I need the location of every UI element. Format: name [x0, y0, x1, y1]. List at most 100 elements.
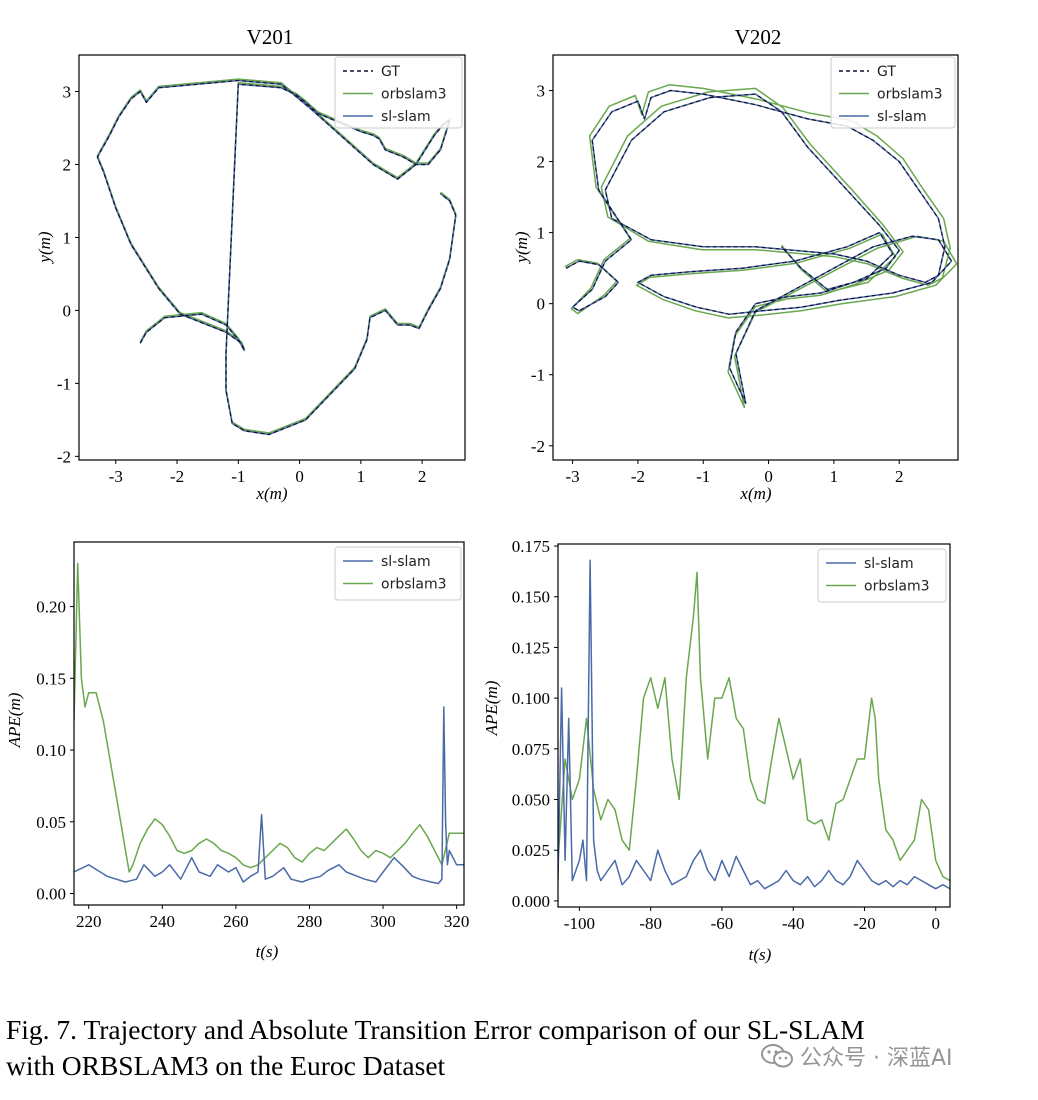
x-tick-label: 0	[764, 467, 773, 486]
y-tick-label: 3	[537, 82, 546, 101]
legend-label-sl-slam: sl-slam	[381, 554, 431, 570]
x-tick-label: -2	[631, 467, 645, 486]
x-tick-label: -1	[696, 467, 710, 486]
series-line-sl-slam	[74, 706, 464, 885]
x-tick-label: 1	[830, 467, 839, 486]
legend-label-orbslam3: orbslam3	[381, 87, 447, 103]
series-line-gt	[565, 89, 953, 404]
legend-label-gt: GT	[877, 64, 896, 80]
y-axis-label: APE(m)	[482, 680, 501, 736]
x-tick-label: 1	[357, 467, 366, 486]
watermark-text: 公众号 · 深蓝AI	[800, 1046, 953, 1071]
panel-ape-v201: 220 240 260 280 300 320 0.00 0.05 0.10 0.15 0.20 t…	[5, 541, 470, 961]
plot-area	[74, 562, 464, 885]
y-tick-label: 0.100	[512, 689, 550, 708]
series-line-orbslam3	[564, 84, 958, 409]
panel-ape-v202: -100 -80 -60 -40 -20 0 0.000 0.025 0.050 0.075 0.1…	[482, 537, 951, 964]
x-axis-label: t(s)	[256, 942, 279, 961]
y-tick-label: 1	[537, 224, 546, 243]
legend-frame	[334, 56, 463, 129]
x-tick-label: 0	[931, 914, 940, 933]
legend-label-sl-slam: sl-slam	[864, 556, 914, 572]
x-tick-label: -20	[853, 914, 876, 933]
y-tick-label: 0.000	[512, 892, 550, 911]
y-axis-label: y(m)	[512, 231, 531, 264]
y-tick-label: 0.10	[36, 741, 66, 760]
series-line-sl-slam	[565, 89, 953, 404]
y-tick-label: -1	[531, 366, 545, 385]
panel-title: V201	[247, 25, 294, 49]
watermark: 公众号 · 深蓝AI	[760, 1040, 953, 1072]
x-axis-label: x(m)	[255, 484, 287, 503]
y-tick-label: 0.15	[36, 669, 66, 688]
x-axis-label: t(s)	[749, 945, 772, 964]
caption-line: Fig. 7. Trajectory and Absolute Transiti…	[6, 1014, 865, 1045]
x-tick-label: 220	[76, 912, 102, 931]
figure-caption: Fig. 7. Trajectory and Absolute Transiti…	[6, 1012, 1016, 1084]
legend-frame	[830, 56, 956, 129]
x-tick-label: 240	[150, 912, 176, 931]
wechat-icon	[761, 1044, 793, 1068]
series-line-gt	[96, 79, 457, 436]
y-axis-label: APE(m)	[5, 692, 24, 748]
y-tick-label: 2	[537, 153, 546, 172]
y-tick-label: 1	[63, 228, 72, 247]
plot-area	[96, 78, 457, 436]
legend-label-sl-slam: sl-slam	[877, 109, 927, 125]
y-tick-label: 0.00	[36, 885, 66, 904]
tick-labels: -100 -80 -60 -40 -20 0 0.000 0.025 0.050 0.075 0.1…	[512, 537, 940, 933]
caption-line: with ORBSLAM3 on the Euroc Dataset	[6, 1050, 446, 1081]
figure-canvas: V201 -3 -2 -1 0 1 2 -2 -1 0 1 2 3 x(m) y(m) GT orbsl…	[5, 25, 959, 964]
x-tick-label: 320	[444, 912, 470, 931]
panel-title: V202	[735, 25, 782, 49]
panel-v201-trajectory: V201 -3 -2 -1 0 1 2 -2 -1 0 1 2 3 x(m) y(m) GT orbsl…	[35, 25, 466, 503]
y-tick-label: 0.050	[512, 791, 550, 810]
x-tick-label: -2	[170, 467, 184, 486]
legend: GT orbslam3 sl-slam	[334, 56, 463, 129]
y-tick-label: 0.175	[512, 537, 550, 556]
y-tick-label: 3	[63, 82, 72, 101]
y-tick-label: 0	[63, 301, 72, 320]
y-tick-label: 0.025	[512, 841, 550, 860]
x-tick-label: 280	[297, 912, 323, 931]
plot-frame	[557, 543, 951, 908]
panel-v202-trajectory: V202 -3 -2 -1 0 1 2 -2 -1 0 1 2 3 x(m) y(m) GT orbsl…	[512, 25, 959, 503]
y-tick-label: 2	[63, 155, 72, 174]
x-tick-label: -1	[231, 467, 245, 486]
series-line-orbslam3	[96, 78, 457, 434]
plot-frame	[73, 541, 465, 906]
plot-frame	[78, 54, 466, 461]
x-tick-label: -3	[566, 467, 580, 486]
legend: sl-slam orbslam3	[334, 546, 462, 601]
legend: sl-slam orbslam3	[817, 548, 947, 603]
tick-labels: -3 -2 -1 0 1 2 -2 -1 0 1 2 3	[531, 82, 904, 486]
legend-label-orbslam3: orbslam3	[381, 577, 447, 593]
x-tick-label: 260	[223, 912, 249, 931]
series-line-sl-slam	[558, 559, 950, 890]
plot-area	[558, 559, 950, 890]
y-tick-label: 0	[537, 295, 546, 314]
y-tick-label: -1	[57, 374, 71, 393]
tick-labels: -3 -2 -1 0 1 2 -2 -1 0 1 2 3	[57, 82, 427, 486]
x-tick-label: -40	[782, 914, 805, 933]
x-tick-label: 2	[418, 467, 427, 486]
series-line-sl-slam	[96, 79, 457, 436]
x-tick-label: -100	[564, 914, 595, 933]
x-axis-label: x(m)	[739, 484, 771, 503]
legend: GT orbslam3 sl-slam	[830, 56, 956, 129]
x-tick-label: 300	[370, 912, 396, 931]
series-line-orbslam3	[74, 562, 464, 873]
x-tick-label: 0	[295, 467, 304, 486]
x-tick-label: -60	[711, 914, 734, 933]
x-tick-label: 2	[895, 467, 904, 486]
x-tick-label: -3	[109, 467, 123, 486]
series-line-orbslam3	[558, 571, 950, 882]
y-tick-label: 0.05	[36, 813, 66, 832]
y-axis-label: y(m)	[35, 231, 54, 264]
y-tick-label: 0.150	[512, 588, 550, 607]
legend-label-gt: GT	[381, 64, 400, 80]
legend-label-sl-slam: sl-slam	[381, 109, 431, 125]
y-tick-label: 0.075	[512, 740, 550, 759]
y-tick-label: -2	[531, 437, 545, 456]
legend-label-orbslam3: orbslam3	[864, 579, 930, 595]
